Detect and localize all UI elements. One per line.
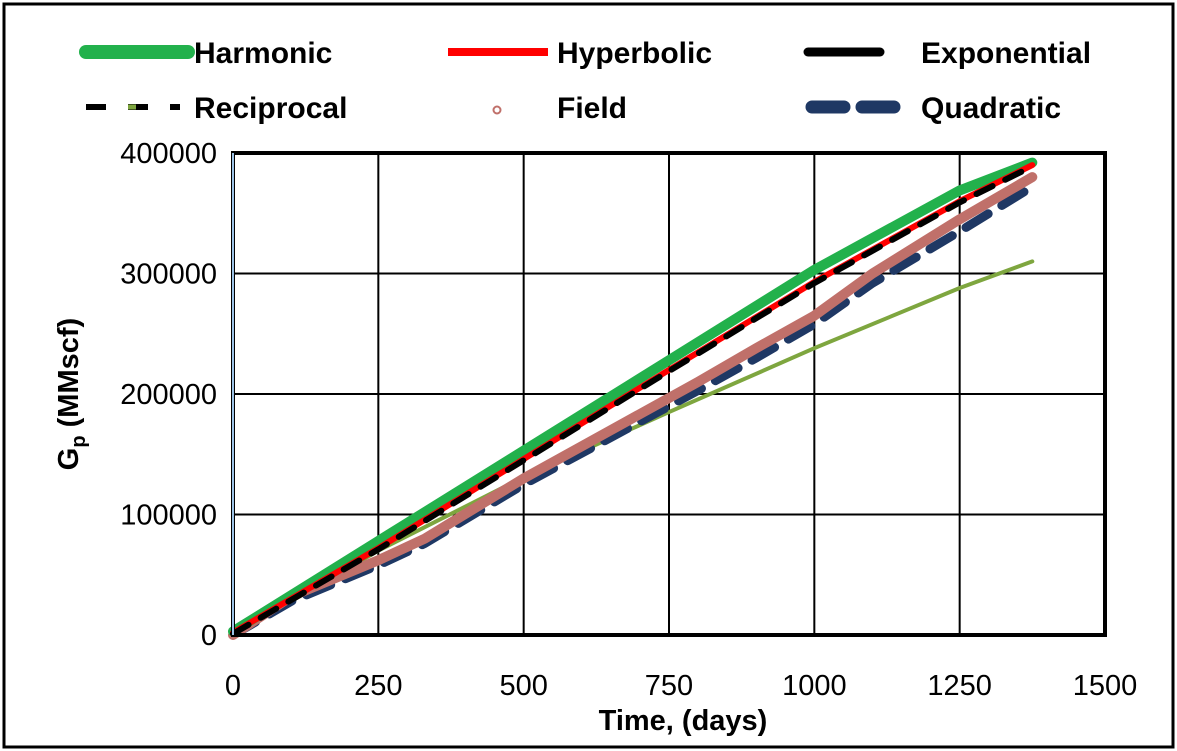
x-axis-title: Time, (days) xyxy=(599,705,768,737)
y-axis-title: Gp (MMscf) xyxy=(53,318,90,470)
y-tick-labels: 0 100000 200000 300000 400000 xyxy=(120,138,217,652)
x-tick-label: 1000 xyxy=(782,670,847,702)
y-tick-label: 300000 xyxy=(120,259,217,291)
legend-label-exponential: Exponential xyxy=(921,37,1091,70)
plot-area xyxy=(228,151,1107,640)
legend-label-harmonic: Harmonic xyxy=(194,37,332,70)
x-tick-label: 1500 xyxy=(1073,670,1138,702)
y-tick-label: 200000 xyxy=(120,379,217,411)
y-axis-title-sub: p xyxy=(68,435,90,447)
x-tick-label: 0 xyxy=(225,670,241,702)
legend-label-reciprocal: Reciprocal xyxy=(194,92,347,125)
x-tick-label: 750 xyxy=(645,670,693,702)
y-axis-title-main: G xyxy=(53,448,85,471)
x-tick-labels: 0 250 500 750 1000 1250 1500 xyxy=(225,670,1137,702)
y-axis-title-rest: (MMscf) xyxy=(53,318,85,436)
x-tick-label: 1250 xyxy=(927,670,992,702)
series-line-field xyxy=(228,172,1038,640)
legend-label-field: Field xyxy=(557,92,627,125)
x-tick-label: 250 xyxy=(354,670,402,702)
legend-label-hyperbolic: Hyperbolic xyxy=(557,37,712,70)
x-tick-label: 500 xyxy=(499,670,547,702)
series-line-exponential xyxy=(230,163,1036,637)
y-tick-label: 400000 xyxy=(120,138,217,170)
legend-label-quadratic: Quadratic xyxy=(921,92,1061,125)
series-lines xyxy=(228,157,1038,640)
y-tick-label: 100000 xyxy=(120,500,217,532)
legend-swatch-field xyxy=(492,105,502,115)
y-tick-label: 0 xyxy=(201,620,217,652)
series-line-harmonic xyxy=(228,157,1038,637)
legend: Harmonic Hyperbolic Exponential Reciproc… xyxy=(79,37,1091,125)
